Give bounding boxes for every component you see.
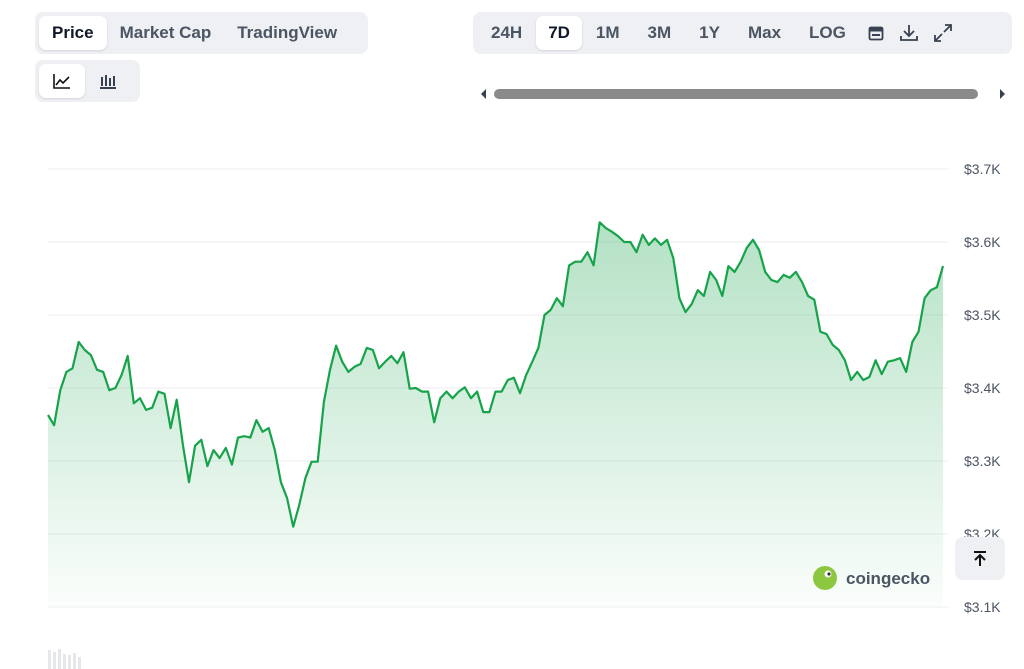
fullscreen-button[interactable]: [926, 16, 960, 50]
range-tab[interactable]: 1M: [595, 23, 620, 42]
price-area: [48, 222, 943, 608]
line-icon: [53, 74, 70, 89]
view-tabs: Price Market Cap TradingView: [35, 12, 368, 54]
range-tab[interactable]: 24H: [491, 23, 523, 42]
view-tab[interactable]: TradingView: [237, 23, 338, 42]
calendar-icon: [868, 26, 884, 41]
download-icon: [899, 25, 918, 41]
scroll-right: [1000, 89, 1005, 99]
y-tick-label: $3.5K: [964, 307, 1001, 323]
scroll-top-button[interactable]: [955, 537, 1005, 580]
y-tick-label: $3.1K: [964, 599, 1001, 615]
scroll-left: [481, 89, 486, 99]
watermark: coingecko: [846, 569, 930, 588]
volume-bars: [48, 649, 81, 669]
range-tab[interactable]: Max: [747, 23, 782, 42]
arrow-up-icon: [974, 550, 986, 566]
price-line: [47, 221, 945, 528]
calendar-button[interactable]: [860, 16, 892, 50]
y-tick-label: $3.7K: [964, 161, 1001, 177]
expand-icon: [933, 24, 952, 42]
range-tabs: 24H 7D 1M 3M 1Y Max LOG: [473, 12, 1012, 54]
scrollbar-thumb: [494, 89, 978, 99]
y-tick-label: $3.6K: [964, 234, 1001, 250]
range-tab[interactable]: 1Y: [699, 23, 720, 42]
range-tab[interactable]: 7D: [536, 16, 582, 50]
range-tab[interactable]: 3M: [647, 23, 672, 42]
y-tick-label: $3.3K: [964, 453, 1001, 469]
y-tick-label: $3.4K: [964, 380, 1001, 396]
line-chart-button[interactable]: [39, 64, 85, 98]
range-tab[interactable]: LOG: [809, 23, 846, 42]
view-tab[interactable]: Market Cap: [119, 23, 212, 42]
candle-icon: [100, 75, 116, 89]
chart-style-tabs: [35, 60, 140, 102]
download-button[interactable]: [892, 16, 926, 50]
view-tab[interactable]: Price: [39, 16, 107, 50]
candle-chart-button[interactable]: [85, 64, 131, 98]
coingecko-logo: [813, 566, 837, 590]
